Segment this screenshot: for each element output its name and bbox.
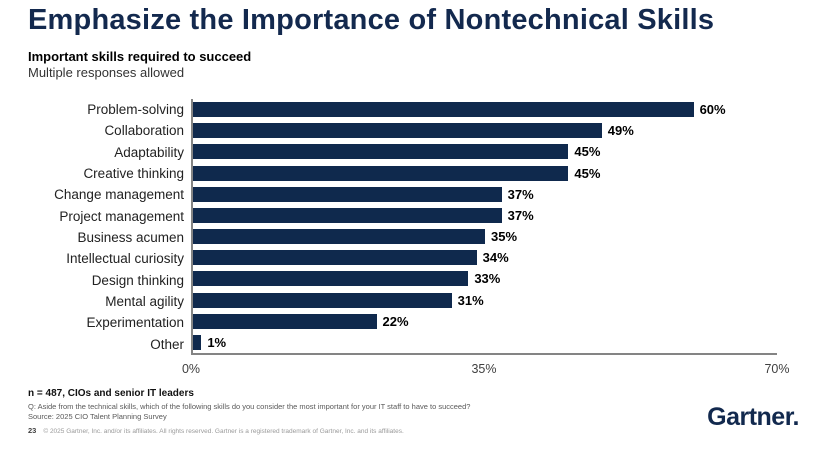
value-label: 34% <box>482 250 509 266</box>
copyright-text: © 2025 Gartner, Inc. and/or its affiliat… <box>43 428 404 435</box>
category-label: Problem-solving <box>87 102 184 118</box>
bar <box>193 207 502 223</box>
value-label: 45% <box>574 165 601 181</box>
source-note: Source: 2025 CIO Talent Planning Survey <box>28 412 167 421</box>
bar <box>193 229 485 245</box>
chart-row: 60% <box>193 99 777 120</box>
chart-row: 45% <box>193 141 777 162</box>
category-label: Other <box>150 336 184 352</box>
bar <box>193 250 477 266</box>
value-label: 60% <box>699 102 726 118</box>
category-label: Mental agility <box>105 294 184 310</box>
category-label: Adaptability <box>114 144 184 160</box>
chart-row: 33% <box>193 268 777 289</box>
bar <box>193 165 569 181</box>
chart-note: Multiple responses allowed <box>28 65 185 80</box>
bar <box>193 102 694 118</box>
gartner-logo: Gartner. <box>707 403 799 431</box>
value-label: 37% <box>507 207 534 223</box>
x-tick-label: 70% <box>764 362 790 376</box>
chart-row: 49% <box>193 120 777 141</box>
category-label: Creative thinking <box>83 166 184 182</box>
bar <box>193 292 452 308</box>
category-label: Collaboration <box>104 123 184 139</box>
bar <box>193 144 569 160</box>
value-label: 45% <box>574 144 601 160</box>
value-label: 37% <box>507 186 534 202</box>
chart-row: 37% <box>193 205 777 226</box>
category-label: Intellectual curiosity <box>66 251 184 267</box>
value-label: 49% <box>607 123 634 139</box>
bar <box>193 334 202 350</box>
x-axis-ticks: 0% 35% 70% <box>182 362 790 378</box>
category-label: Change management <box>54 187 184 203</box>
bar <box>193 186 502 202</box>
chart-row: 37% <box>193 184 777 205</box>
page-number: 23 <box>28 426 37 435</box>
value-label: 22% <box>382 313 409 329</box>
category-label: Business acumen <box>77 230 184 246</box>
value-label: 33% <box>474 271 501 287</box>
chart-row: 22% <box>193 311 777 332</box>
bar <box>193 313 377 329</box>
plot-area: 60% 49% 45% 45% 37% 37% 35% 34% 33% 31% 22% 1% <box>191 99 777 355</box>
chart-row: 45% <box>193 163 777 184</box>
page-title: Emphasize the Importance of Nontechnical… <box>28 4 715 36</box>
value-label: 35% <box>491 229 518 245</box>
bar-chart: Problem-solving Collaboration Adaptability… <box>20 99 777 355</box>
value-label: 31% <box>457 292 484 308</box>
chart-row: 35% <box>193 226 777 247</box>
x-tick-label: 35% <box>471 362 497 376</box>
category-label: Design thinking <box>91 272 184 288</box>
chart-subtitle: Important skills required to succeed <box>28 49 252 64</box>
copyright-row: 23 © 2025 Gartner, Inc. and/or its affili… <box>28 426 404 435</box>
chart-row: 31% <box>193 290 777 311</box>
category-label: Project management <box>59 208 184 224</box>
chart-row: 1% <box>193 332 777 353</box>
bar <box>193 271 469 287</box>
chart-row: 34% <box>193 247 777 268</box>
value-label: 1% <box>207 334 227 350</box>
survey-question: Q: Aside from the technical skills, whic… <box>28 402 471 411</box>
category-label: Experimentation <box>86 315 184 331</box>
x-tick-label: 0% <box>181 362 201 376</box>
sample-note: n = 487, CIOs and senior IT leaders <box>28 388 194 399</box>
category-axis: Problem-solving Collaboration Adaptability… <box>20 99 191 355</box>
bar <box>193 123 602 139</box>
